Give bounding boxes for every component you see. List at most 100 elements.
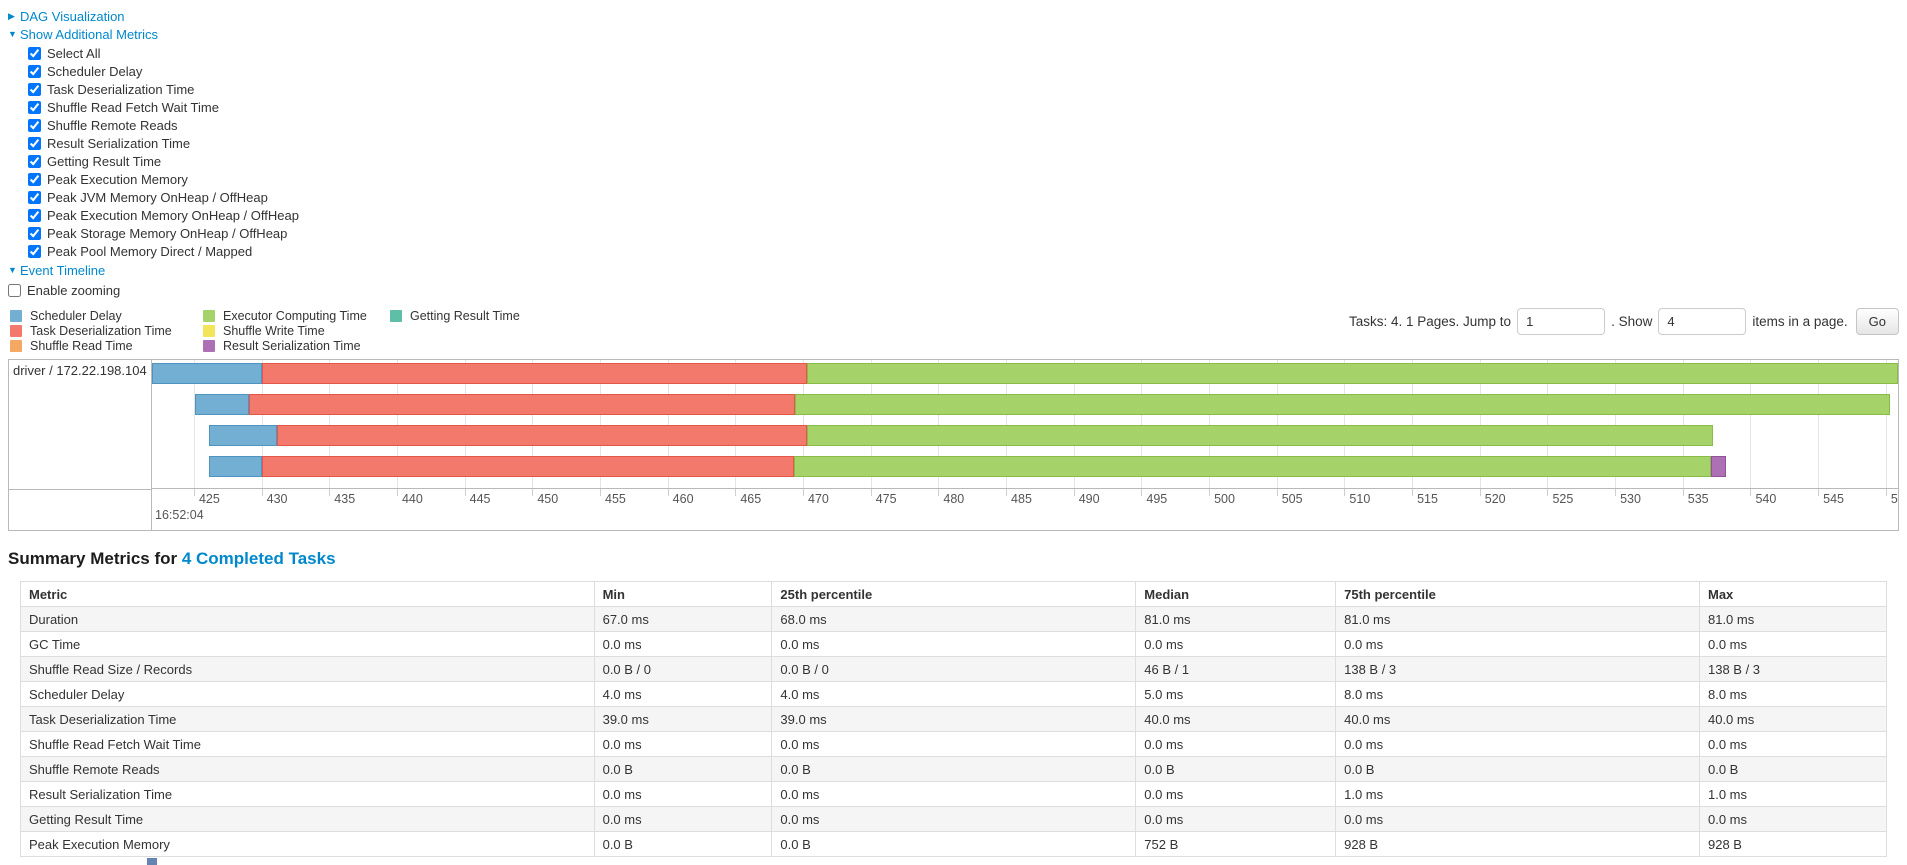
metric-checkbox[interactable] (28, 226, 41, 240)
table-header-cell[interactable]: 75th percentile (1335, 581, 1700, 607)
metric-checkbox-item[interactable]: Shuffle Read Fetch Wait Time (28, 98, 1899, 116)
metric-checkbox-item[interactable]: Shuffle Remote Reads (28, 116, 1899, 134)
gridline (1615, 360, 1617, 488)
gridline (193, 360, 195, 488)
metric-checkbox[interactable] (28, 100, 41, 114)
metric-value-cell: 138 B / 3 (1698, 656, 1888, 682)
timeline-group-column: driver / 172.22.198.104 (9, 360, 152, 530)
timeline-segment-scheduler_delay[interactable] (208, 425, 277, 446)
metric-checkbox-item[interactable]: Result Serialization Time (28, 134, 1899, 152)
metric-name-cell: Scheduler Delay (20, 681, 595, 707)
metric-value-cell: 0.0 ms (1335, 631, 1700, 657)
metric-checkbox[interactable] (28, 136, 41, 150)
dag-visualization-link[interactable]: DAG Visualization (20, 8, 125, 24)
legend-item-getting_result: Getting Result Time (390, 309, 1899, 323)
metric-checkbox-label: Result Serialization Time (47, 135, 191, 151)
axis-tick (1615, 489, 1617, 496)
metric-checkbox[interactable] (28, 46, 41, 60)
go-button[interactable]: Go (1855, 308, 1899, 335)
metric-value-cell: 46 B / 1 (1135, 656, 1337, 682)
timeline-segment-task_deserialization[interactable] (249, 394, 795, 415)
metric-value-cell: 0.0 B / 0 (771, 656, 1137, 682)
metric-value-cell: 0.0 B (1698, 756, 1888, 782)
metric-checkbox-item[interactable]: Peak Pool Memory Direct / Mapped (28, 242, 1899, 260)
gridline (1547, 360, 1549, 488)
metric-checkbox-item[interactable]: Peak JVM Memory OnHeap / OffHeap (28, 188, 1899, 206)
metric-checkbox[interactable] (28, 190, 41, 204)
metric-value-cell: 0.0 ms (1135, 781, 1337, 807)
axis-tick-label: 530 (1620, 492, 1641, 506)
metric-checkbox-label: Select All (47, 45, 101, 61)
items-per-page-input[interactable] (1658, 308, 1747, 335)
metric-checkbox-item[interactable]: Task Deserialization Time (28, 80, 1899, 98)
timeline-segment-executor_computing[interactable] (807, 363, 1898, 384)
metric-checkbox[interactable] (28, 64, 41, 78)
timeline-segment-result_serialization[interactable] (1711, 456, 1727, 477)
gridline (1479, 360, 1481, 488)
timeline-segment-task_deserialization[interactable] (261, 456, 794, 477)
metrics-checkbox-list: Select All Scheduler Delay Task Deserializ… (8, 44, 1899, 260)
metric-value-cell: 0.0 ms (1698, 631, 1888, 657)
metric-checkbox-item[interactable]: Peak Storage Memory OnHeap / OffHeap (28, 224, 1899, 242)
completed-tasks-link[interactable]: 4 Completed Tasks (181, 549, 336, 568)
metric-value-cell: 0.0 ms (1135, 631, 1337, 657)
metric-value-cell: 0.0 ms (593, 806, 773, 832)
section-toggle-dag-visualization[interactable]: ▶ DAG Visualization (8, 8, 1899, 24)
axis-tick-label: 460 (672, 492, 694, 506)
enable-zooming-checkbox[interactable] (8, 284, 21, 297)
paginator-items-text: items in a page. (1752, 314, 1848, 329)
section-toggle-event-timeline[interactable]: ▼ Event Timeline (8, 262, 1899, 278)
show-additional-metrics-link[interactable]: Show Additional Metrics (20, 26, 159, 42)
shuffle_read-swatch-icon (10, 339, 22, 352)
task-paginator: Tasks: 4. 1 Pages. Jump to . Show items … (1349, 308, 1899, 335)
event-timeline-link[interactable]: Event Timeline (20, 262, 106, 278)
metric-checkbox[interactable] (28, 118, 41, 132)
paginator-show-text: . Show (1611, 314, 1653, 329)
metric-checkbox-item[interactable]: Peak Execution Memory OnHeap / OffHeap (28, 206, 1899, 224)
axis-tick (1276, 489, 1278, 496)
metric-checkbox-item[interactable]: Select All (28, 44, 1899, 62)
metric-checkbox[interactable] (28, 208, 41, 222)
gridline (532, 360, 534, 488)
summary-heading-text: Summary Metrics for (8, 549, 182, 568)
axis-tick-label: 475 (875, 492, 897, 506)
metric-checkbox[interactable] (28, 244, 41, 258)
metric-checkbox[interactable] (28, 154, 41, 168)
metric-value-cell: 0.0 B (771, 831, 1137, 857)
metric-checkbox-item[interactable]: Peak Execution Memory (28, 170, 1899, 188)
axis-tick (1547, 489, 1549, 496)
metric-name-cell: Shuffle Read Size / Records (20, 656, 595, 682)
metric-checkbox[interactable] (28, 82, 41, 96)
shuffle_write-swatch-icon (203, 324, 215, 337)
table-header-cell[interactable]: Metric (20, 581, 595, 607)
timeline-segment-task_deserialization[interactable] (261, 363, 808, 384)
metric-value-cell: 39.0 ms (771, 706, 1137, 732)
timeline-segment-executor_computing[interactable] (793, 456, 1712, 477)
timeline-segment-task_deserialization[interactable] (276, 425, 808, 446)
metric-checkbox[interactable] (28, 172, 41, 186)
axis-tick-label: 485 (1011, 492, 1032, 506)
timeline-segment-scheduler_delay[interactable] (195, 394, 250, 415)
metric-checkbox-item[interactable]: Scheduler Delay (28, 62, 1899, 80)
timeline-segment-executor_computing[interactable] (807, 425, 1713, 446)
timeline-segment-executor_computing[interactable] (794, 394, 1890, 415)
timeline-segment-scheduler_delay[interactable] (208, 456, 262, 477)
table-header-cell[interactable]: Median (1135, 581, 1337, 607)
section-toggle-show-additional-metrics[interactable]: ▼ Show Additional Metrics (8, 26, 1899, 42)
timeline-segment-scheduler_delay[interactable] (152, 363, 262, 384)
event-timeline-chart: driver / 172.22.198.104 425 430 435 440 445 4… (8, 359, 1899, 531)
axis-tick-label: 500 (1214, 492, 1235, 506)
gridline (667, 360, 669, 488)
clipped-element-fragment (147, 858, 157, 865)
table-header-cell[interactable]: Max (1698, 581, 1888, 607)
jump-to-page-input[interactable] (1517, 308, 1606, 335)
metric-value-cell: 81.0 ms (1335, 606, 1700, 632)
timeline-plot: 425 430 435 440 445 450 455 460 465 470 475 480 485 4… (152, 360, 1898, 530)
table-header-cell[interactable]: 25th percentile (771, 581, 1137, 607)
enable-zooming-row[interactable]: Enable zooming (8, 282, 1899, 299)
metric-checkbox-item[interactable]: Getting Result Time (28, 152, 1899, 170)
table-header-cell[interactable]: Min (593, 581, 773, 607)
gridline (803, 360, 805, 488)
axis-tick-label: 510 (1349, 492, 1371, 506)
axis-left-spacer (9, 489, 151, 530)
